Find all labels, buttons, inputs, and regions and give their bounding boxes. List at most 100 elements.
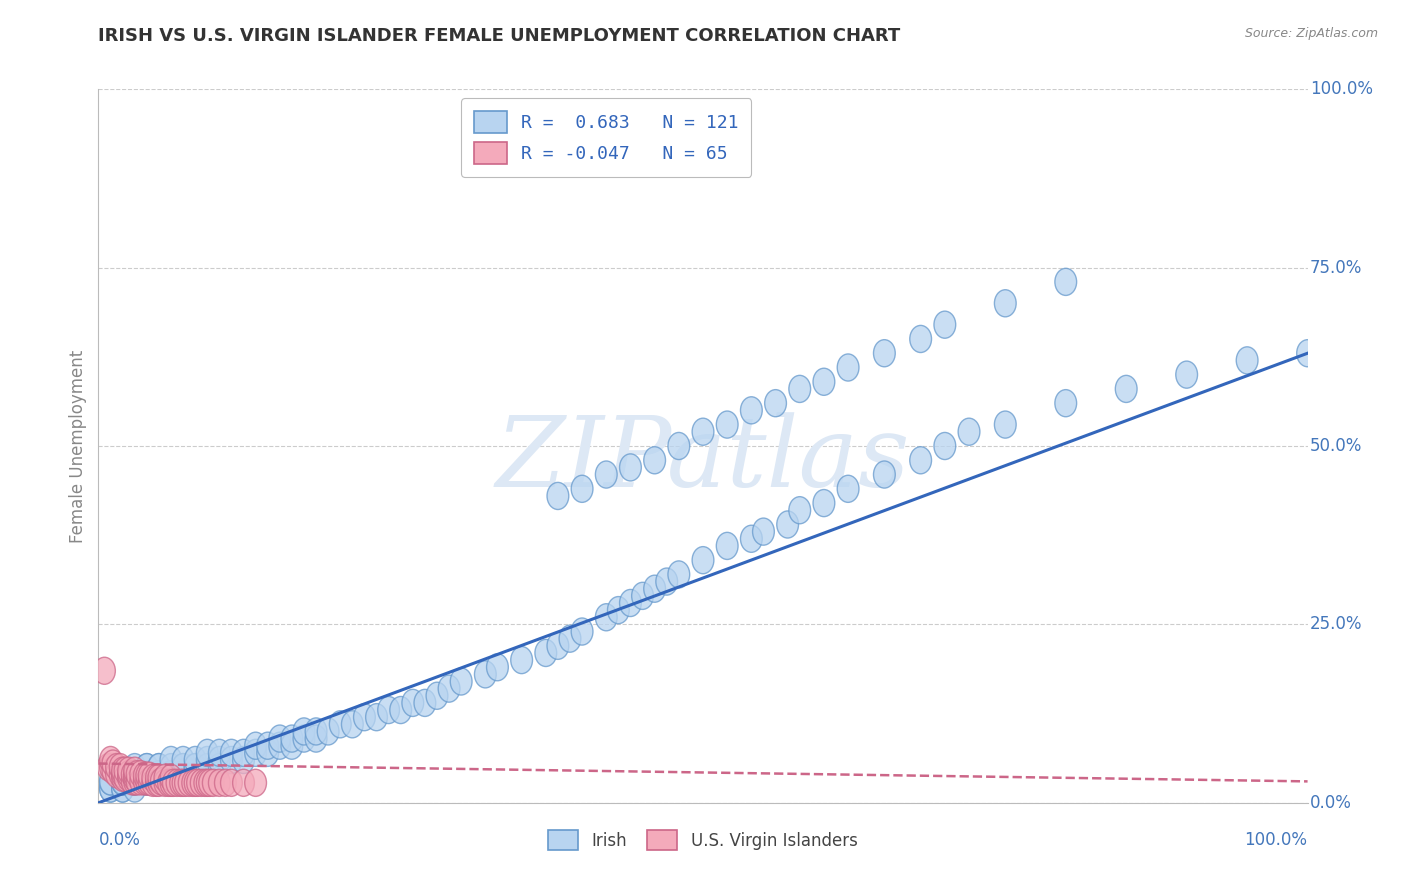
Ellipse shape: [124, 757, 146, 784]
Ellipse shape: [245, 739, 267, 766]
Ellipse shape: [595, 461, 617, 488]
Ellipse shape: [105, 761, 128, 788]
Ellipse shape: [221, 739, 242, 766]
Ellipse shape: [1115, 376, 1137, 402]
Ellipse shape: [118, 764, 139, 791]
Text: Source: ZipAtlas.com: Source: ZipAtlas.com: [1244, 27, 1378, 40]
Ellipse shape: [353, 704, 375, 731]
Ellipse shape: [155, 764, 176, 791]
Ellipse shape: [813, 490, 835, 516]
Ellipse shape: [124, 775, 146, 802]
Ellipse shape: [752, 518, 775, 545]
Text: IRISH VS U.S. VIRGIN ISLANDER FEMALE UNEMPLOYMENT CORRELATION CHART: IRISH VS U.S. VIRGIN ISLANDER FEMALE UNE…: [98, 27, 901, 45]
Ellipse shape: [197, 754, 218, 780]
Ellipse shape: [197, 739, 218, 766]
Y-axis label: Female Unemployment: Female Unemployment: [69, 350, 87, 542]
Ellipse shape: [692, 547, 714, 574]
Ellipse shape: [184, 754, 207, 780]
Ellipse shape: [208, 769, 231, 797]
Ellipse shape: [957, 418, 980, 445]
Ellipse shape: [136, 754, 157, 780]
Ellipse shape: [208, 739, 231, 766]
Ellipse shape: [136, 762, 157, 789]
Ellipse shape: [765, 390, 786, 417]
Ellipse shape: [111, 768, 134, 795]
Ellipse shape: [124, 764, 146, 791]
Ellipse shape: [269, 732, 291, 759]
Ellipse shape: [305, 718, 328, 745]
Ellipse shape: [138, 762, 160, 789]
Ellipse shape: [389, 697, 412, 723]
Ellipse shape: [1236, 347, 1258, 374]
Ellipse shape: [124, 768, 146, 795]
Ellipse shape: [994, 290, 1017, 317]
Ellipse shape: [136, 761, 157, 788]
Ellipse shape: [111, 775, 134, 802]
Ellipse shape: [187, 769, 208, 797]
Ellipse shape: [160, 769, 181, 797]
Ellipse shape: [486, 654, 509, 681]
Ellipse shape: [129, 768, 152, 795]
Ellipse shape: [121, 768, 143, 795]
Ellipse shape: [232, 747, 254, 773]
Ellipse shape: [474, 661, 496, 688]
Text: 0.0%: 0.0%: [98, 831, 141, 849]
Ellipse shape: [257, 732, 278, 759]
Ellipse shape: [547, 632, 569, 659]
Ellipse shape: [184, 754, 207, 780]
Ellipse shape: [172, 754, 194, 780]
Ellipse shape: [245, 732, 267, 759]
Ellipse shape: [174, 769, 197, 797]
Ellipse shape: [100, 747, 121, 773]
Text: 0.0%: 0.0%: [1310, 794, 1353, 812]
Ellipse shape: [136, 768, 157, 795]
Ellipse shape: [146, 764, 167, 791]
Ellipse shape: [103, 757, 124, 784]
Ellipse shape: [837, 475, 859, 502]
Ellipse shape: [208, 747, 231, 773]
Ellipse shape: [1054, 268, 1077, 295]
Ellipse shape: [221, 747, 242, 773]
Ellipse shape: [197, 769, 218, 797]
Ellipse shape: [100, 768, 121, 795]
Ellipse shape: [910, 326, 932, 352]
Ellipse shape: [111, 775, 134, 802]
Ellipse shape: [789, 497, 811, 524]
Ellipse shape: [134, 768, 155, 795]
Ellipse shape: [160, 747, 181, 773]
Ellipse shape: [124, 768, 146, 795]
Ellipse shape: [136, 768, 157, 795]
Ellipse shape: [150, 768, 172, 795]
Ellipse shape: [172, 754, 194, 780]
Ellipse shape: [124, 754, 146, 780]
Ellipse shape: [668, 433, 690, 459]
Ellipse shape: [170, 769, 191, 797]
Ellipse shape: [329, 711, 352, 738]
Ellipse shape: [100, 775, 121, 802]
Ellipse shape: [202, 769, 224, 797]
Ellipse shape: [127, 768, 148, 795]
Ellipse shape: [111, 761, 134, 788]
Ellipse shape: [100, 768, 121, 795]
Ellipse shape: [121, 761, 143, 788]
Ellipse shape: [160, 761, 181, 788]
Ellipse shape: [620, 590, 641, 616]
Ellipse shape: [160, 754, 181, 780]
Ellipse shape: [292, 725, 315, 752]
Ellipse shape: [378, 697, 399, 723]
Ellipse shape: [1175, 361, 1198, 388]
Ellipse shape: [741, 397, 762, 424]
Text: 50.0%: 50.0%: [1310, 437, 1362, 455]
Ellipse shape: [232, 769, 254, 797]
Ellipse shape: [138, 768, 160, 795]
Ellipse shape: [281, 732, 302, 759]
Ellipse shape: [184, 769, 207, 797]
Ellipse shape: [181, 769, 204, 797]
Ellipse shape: [197, 747, 218, 773]
Text: ZIPatlas: ZIPatlas: [496, 413, 910, 508]
Ellipse shape: [873, 461, 896, 488]
Ellipse shape: [127, 761, 148, 788]
Ellipse shape: [148, 764, 170, 791]
Ellipse shape: [148, 754, 170, 780]
Ellipse shape: [111, 768, 134, 795]
